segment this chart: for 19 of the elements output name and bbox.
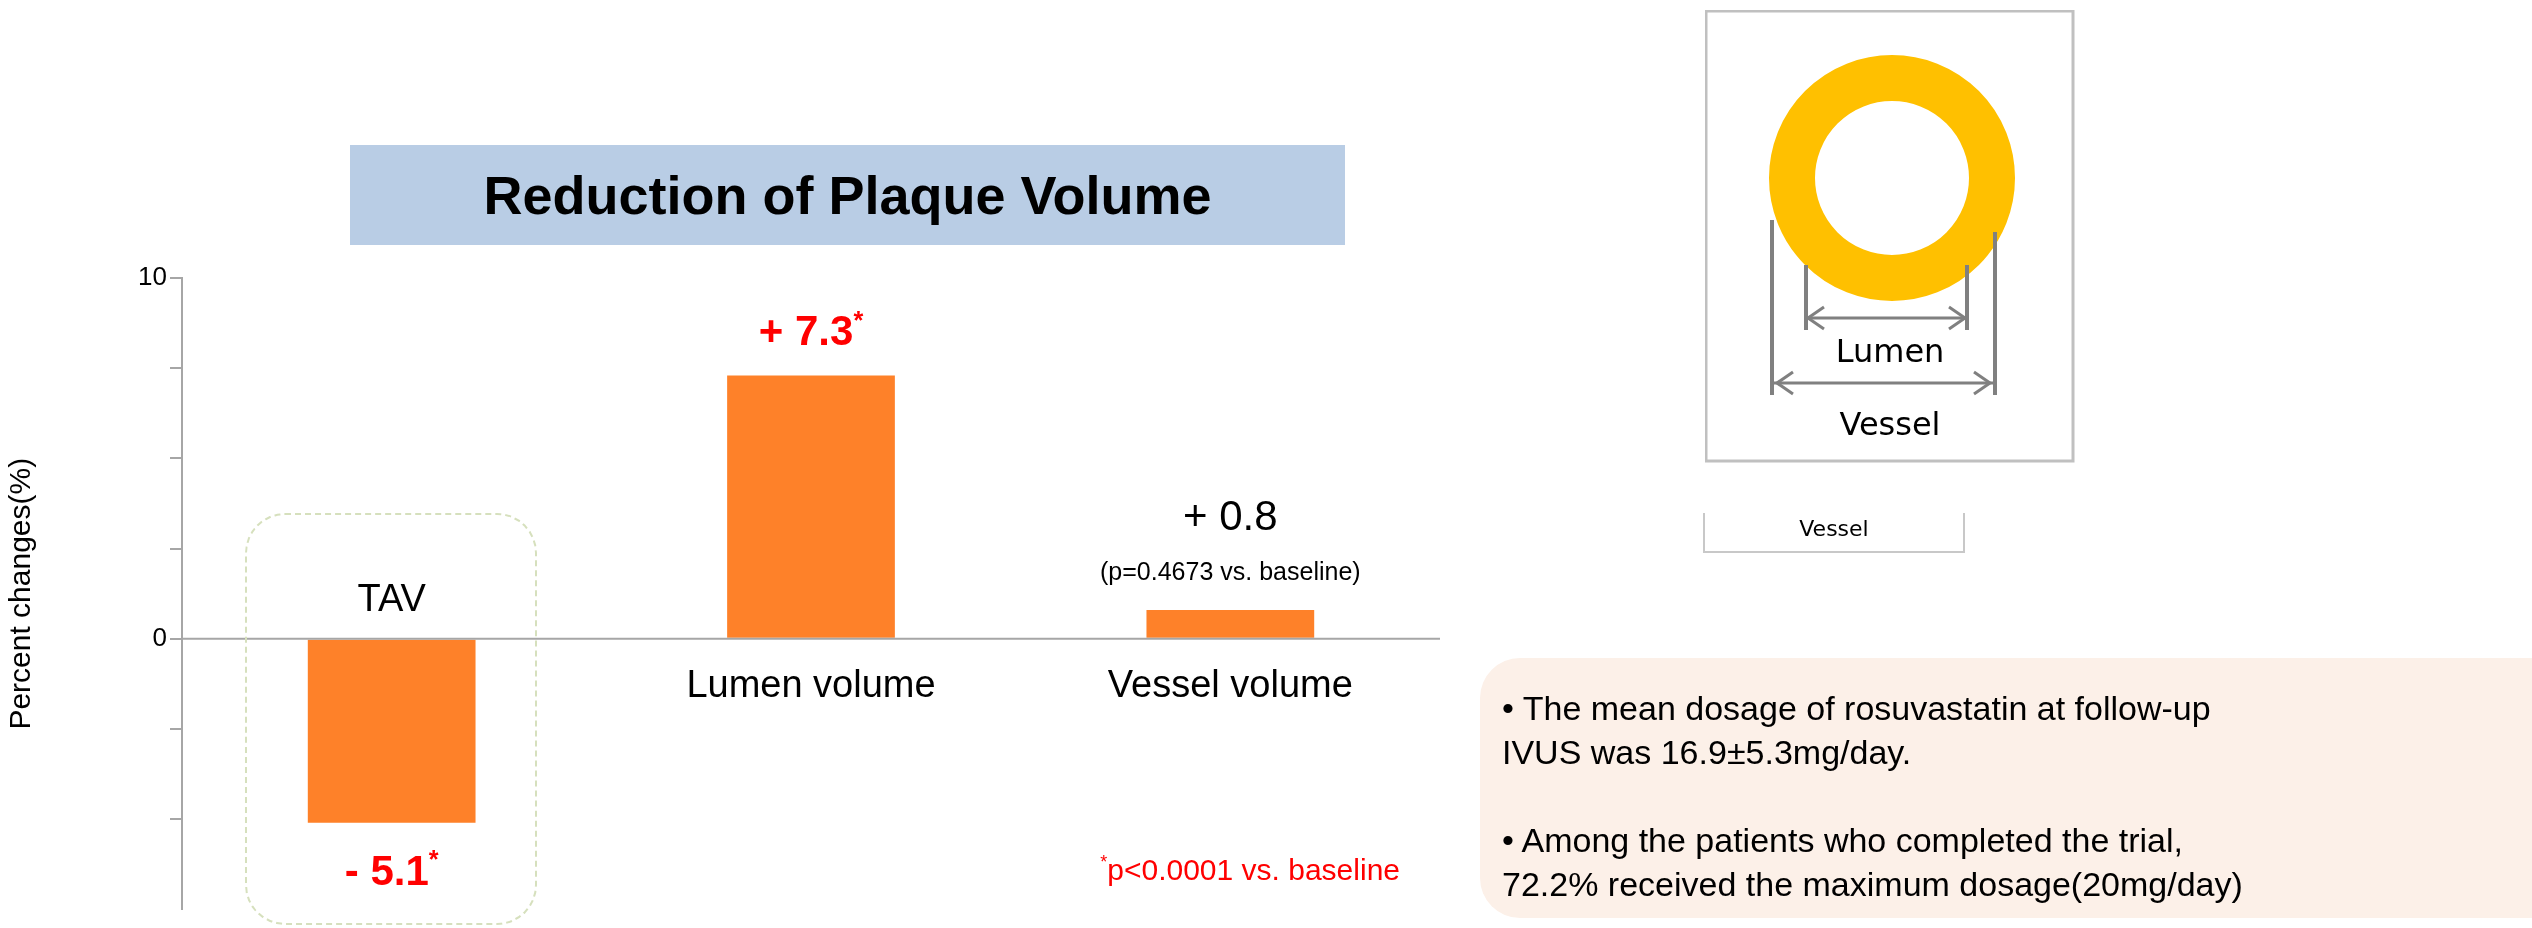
bar	[727, 375, 895, 638]
data-label: - 5.1*	[344, 845, 439, 894]
y-axis-title: Percent changes(%)	[3, 457, 37, 730]
y-tick-label: 0	[152, 621, 167, 652]
bar	[307, 639, 476, 823]
x-tick-label: Lumen volume	[686, 662, 936, 705]
y-tick-label: 10	[138, 261, 167, 292]
annotation: *p<0.0001 vs. baseline	[1100, 852, 1401, 886]
bar	[1146, 609, 1315, 638]
data-label: + 0.8	[1183, 491, 1278, 539]
text: • Among the patients who completed the trial, 72.2% received the maximum dosage(20mg/day)	[1502, 820, 2244, 905]
x-tick-label: TAV	[357, 576, 427, 619]
x-tick-label: Vessel volume	[1107, 662, 1353, 705]
text: Vessel	[1703, 513, 1965, 553]
vessel-diagram: Lumen Vessel	[1705, 10, 2075, 465]
chart-title: Reduction of Plaque Volume	[350, 145, 1345, 245]
text: • The mean dosage of rosuvastatin at follow-up IVUS was 16.9±5.3mg/day.	[1502, 688, 2212, 773]
data-label: + 7.3*	[758, 305, 864, 355]
annotation: (p=0.4673 vs. baseline)	[1100, 556, 1361, 585]
